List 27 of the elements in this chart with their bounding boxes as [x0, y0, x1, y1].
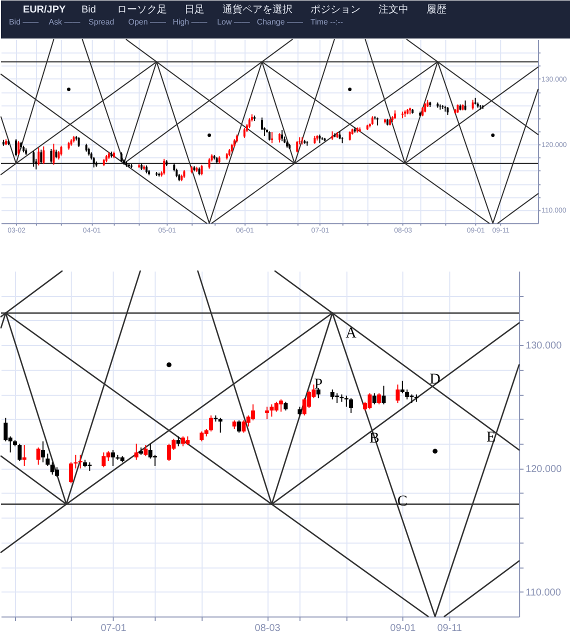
annotation: A	[346, 326, 357, 342]
text: 履歴	[426, 4, 446, 16]
text: 注文中	[378, 4, 408, 16]
text: Spread	[88, 18, 114, 27]
x-tick-label: 07-01	[100, 622, 127, 634]
text: Bid	[81, 4, 96, 16]
x-tick-label: 09-01	[390, 622, 416, 634]
text: EUR/JPY	[22, 4, 66, 16]
x-tick-label: 09-11	[437, 622, 462, 634]
annotation: P	[314, 376, 323, 392]
y-tick-label: 130.000	[526, 340, 562, 352]
text: Low ——	[217, 18, 250, 27]
text: Open ——	[128, 18, 166, 27]
text: Time --:--	[310, 18, 344, 27]
y-tick-label: 120.000	[526, 464, 562, 475]
text: ポジション	[310, 4, 360, 16]
text: Ask ——	[48, 18, 80, 27]
x-tick-label: 08-03	[254, 622, 281, 634]
text: 通貨ペアを選択	[222, 4, 293, 16]
text: ローソク足	[116, 4, 167, 16]
text: Bid ——	[8, 18, 39, 27]
text: 日足	[184, 4, 205, 16]
text: High ——	[172, 18, 208, 27]
annotation: D	[430, 371, 441, 388]
annotation: E	[486, 429, 496, 446]
text: Change ——	[256, 18, 303, 27]
y-tick-label: 110.000	[526, 587, 562, 598]
